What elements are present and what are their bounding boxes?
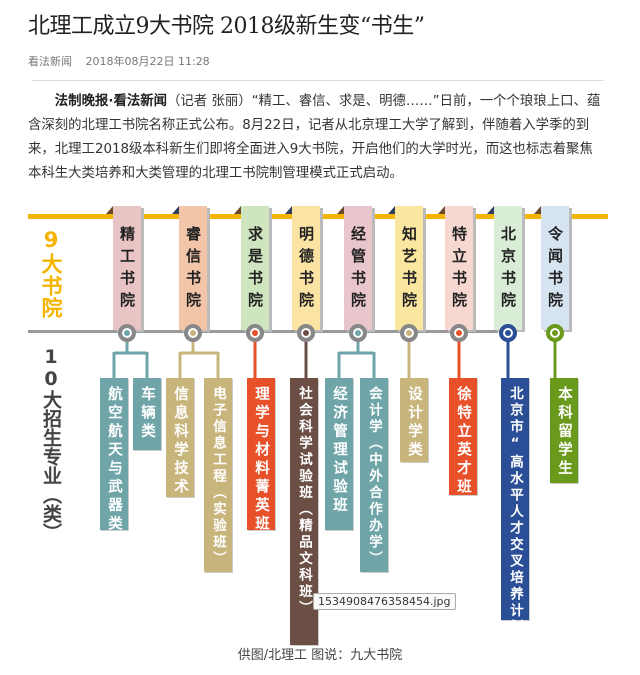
bookmark-corner (106, 206, 113, 214)
bookmark-corner (487, 206, 494, 214)
college-node-icon (400, 324, 418, 342)
major-box: 会计学（中外合作办学） (360, 378, 388, 572)
major-box: 电子信息工程（实验班） (204, 378, 232, 572)
college-node-icon (118, 324, 136, 342)
major-box: 信息科学技术 (166, 378, 194, 497)
college-name: 经管书院 (349, 226, 367, 314)
college-name: 令闻书院 (546, 226, 564, 314)
bookmark-corner (337, 206, 344, 214)
college-bookmark[interactable]: 经管书院 (337, 206, 372, 330)
college-bookmark[interactable]: 明德书院 (285, 206, 320, 330)
college-bookmark[interactable]: 知艺书院 (388, 206, 423, 330)
college-node-icon (546, 324, 564, 342)
college-name: 特立书院 (450, 226, 468, 314)
college-node-icon (246, 324, 264, 342)
college-name: 求是书院 (246, 226, 264, 314)
college-bookmark[interactable]: 求是书院 (234, 206, 269, 330)
major-box: 车辆类 (133, 378, 161, 450)
college-bookmark[interactable]: 北京书院 (487, 206, 522, 330)
article-meta: 看法新闻 2018年08月22日 11:28 (28, 53, 220, 69)
bookmark-corner (285, 206, 292, 214)
bookmark-corner (234, 206, 241, 214)
major-box: 航空航天与武器类 (100, 378, 128, 534)
major-box: 理学与材料菁英班 (247, 378, 275, 534)
majors-label: 10大招生专业（类） (40, 346, 62, 542)
bookmark-corner (172, 206, 179, 214)
article-body: 法制晚报·看法新闻（记者 张丽）“精工、睿信、求是、明德……”日前，一个个琅琅上… (28, 90, 606, 186)
college-node-icon (184, 324, 202, 342)
body-text: （记者 张丽）“精工、睿信、求是、明德……”日前，一个个琅琅上口、蕴含深刻的北理… (28, 94, 601, 181)
colleges-infographic[interactable]: 9大书院 10大招生专业（类） 精工书院 睿信书院 求是书院 明德书院 经管书院 知艺书院… (22, 198, 614, 655)
colleges-label: 9大书院 (39, 228, 63, 319)
college-bookmark[interactable]: 令闻书院 (534, 206, 569, 330)
image-filename-tooltip: 1534908476358454.jpg (313, 593, 456, 610)
article-datetime: 2018年08月22日 11:28 (85, 55, 210, 68)
college-node-icon (297, 324, 315, 342)
bookmark-corner (438, 206, 445, 214)
divider (32, 80, 604, 81)
article-source[interactable]: 看法新闻 (28, 55, 72, 68)
major-box: 徐特立英才班 (449, 378, 477, 497)
college-node-icon (450, 324, 468, 342)
college-name: 精工书院 (118, 226, 136, 314)
college-bookmark[interactable]: 精工书院 (106, 206, 141, 330)
bookmark-corner (534, 206, 541, 214)
image-caption: 供图/北理工 图说：九大书院 (237, 648, 403, 663)
college-name: 知艺书院 (400, 226, 418, 314)
major-box: 经济管理试验班 (325, 378, 353, 530)
major-box: 本科留学生 (550, 378, 578, 483)
bookmark-corner (388, 206, 395, 214)
college-name: 明德书院 (297, 226, 315, 314)
connector-lines (112, 338, 557, 378)
college-bookmark[interactable]: 睿信书院 (172, 206, 207, 330)
lead-source: 法制晚报·看法新闻 (54, 94, 168, 109)
college-name: 睿信书院 (184, 226, 202, 314)
college-bookmark[interactable]: 特立书院 (438, 206, 473, 330)
major-box: 北京市“高水平人才交叉培养计划” (501, 378, 529, 655)
college-node-icon (349, 324, 367, 342)
college-node-icon (499, 324, 517, 342)
article-title: 北理工成立9大书院 2018级新生变“书生” (28, 14, 425, 39)
major-box: 设计学类 (400, 378, 428, 462)
college-name: 北京书院 (499, 226, 517, 314)
